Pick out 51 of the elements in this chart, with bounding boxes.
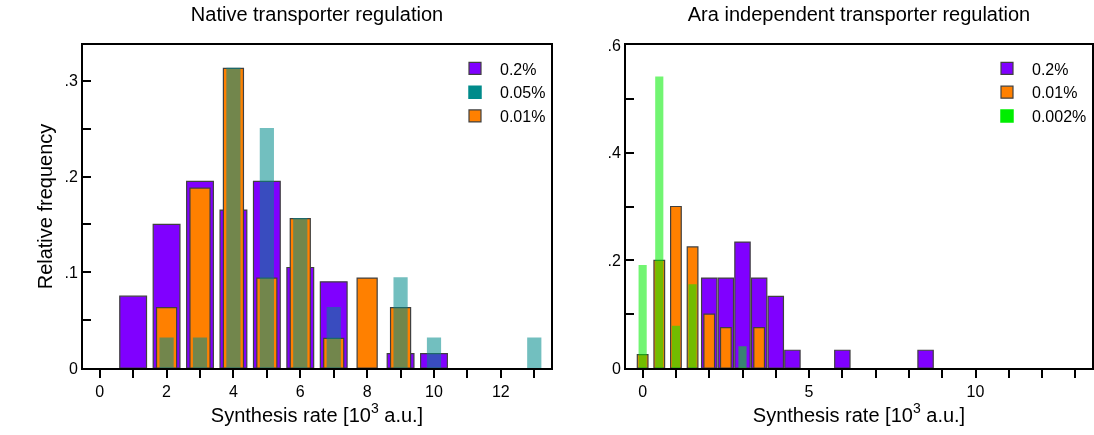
bar bbox=[356, 277, 378, 368]
bar bbox=[636, 353, 649, 368]
bar bbox=[655, 76, 664, 368]
bar bbox=[738, 346, 747, 368]
bar bbox=[393, 277, 408, 368]
legend-label: 0.2% bbox=[500, 60, 537, 78]
bar bbox=[834, 349, 851, 368]
x-tick-label: 6 bbox=[295, 383, 305, 401]
y-tick-label: 0 bbox=[68, 359, 78, 377]
bar bbox=[159, 337, 174, 368]
chart-title: Native transporter regulation bbox=[190, 2, 444, 25]
x-tick-label: 5 bbox=[804, 383, 814, 401]
x-axis-title: Synthesis rate [10$^{3}$ a.u.] bbox=[210, 400, 424, 426]
bar bbox=[686, 246, 699, 368]
bar bbox=[670, 205, 682, 368]
legend-label: 0.002% bbox=[1032, 108, 1087, 126]
x-tick-label: 10 bbox=[966, 383, 985, 401]
y-tick-label: .6 bbox=[607, 36, 621, 54]
bar bbox=[638, 264, 647, 368]
x-tick-label: 0 bbox=[638, 383, 648, 401]
x-tick-label: 10 bbox=[425, 383, 443, 401]
bar bbox=[671, 325, 681, 368]
bar bbox=[917, 349, 934, 368]
bar bbox=[389, 307, 412, 368]
y-axis-title: Relative frequency bbox=[34, 123, 57, 290]
legend-label: 0.2% bbox=[1032, 60, 1069, 78]
y-tick-label: .2 bbox=[64, 168, 78, 186]
x-tick-label: 4 bbox=[228, 383, 238, 401]
chart-title: Ara independent transporter regulation bbox=[687, 2, 1031, 25]
x-tick-label: 0 bbox=[95, 383, 105, 401]
y-tick-label: .1 bbox=[64, 263, 78, 281]
x-axis-title: Synthesis rate [10$^{3}$ a.u.] bbox=[752, 400, 966, 426]
legend-label: 0.01% bbox=[500, 108, 546, 126]
bar bbox=[688, 284, 697, 368]
legend-label: 0.05% bbox=[500, 84, 546, 102]
bar bbox=[527, 337, 542, 368]
x-tick-label: 12 bbox=[491, 383, 510, 401]
y-tick-label: 0 bbox=[611, 359, 621, 377]
bar bbox=[192, 337, 208, 368]
y-tick-label: .3 bbox=[64, 72, 78, 90]
bar bbox=[259, 127, 274, 368]
bar bbox=[653, 259, 666, 368]
y-tick-label: .2 bbox=[607, 251, 621, 269]
legend-label: 0.01% bbox=[1032, 84, 1078, 102]
bar bbox=[119, 295, 148, 368]
bar bbox=[420, 353, 448, 368]
x-tick-label: 8 bbox=[362, 383, 372, 401]
bar bbox=[326, 306, 341, 368]
x-tick-label: 2 bbox=[162, 383, 172, 401]
y-tick-label: .4 bbox=[607, 144, 621, 162]
bar bbox=[426, 337, 442, 368]
